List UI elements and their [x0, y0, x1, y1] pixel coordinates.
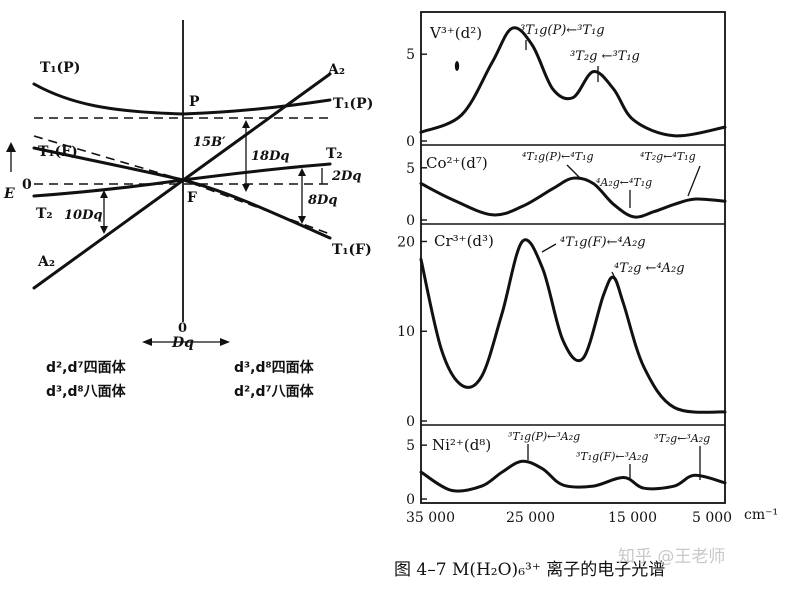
y-tick-label: 0	[406, 134, 415, 150]
t2-curve	[32, 162, 332, 198]
watermark: 知乎 @王老师	[618, 547, 725, 567]
band-label-ni2-1: ³T₁g(P)←³A₂g	[508, 430, 580, 443]
caption-left-line1: d²,d⁷四面体	[46, 359, 127, 376]
band-label-co2-3: ⁴T₂g←⁴T₁g	[640, 150, 696, 163]
band-label-co2-1: ⁴T₁g(P)←⁴T₁g	[522, 150, 594, 163]
band-arrow-cr3-1	[541, 243, 557, 253]
x-unit: cm⁻¹	[744, 507, 778, 523]
spectra-frame	[420, 11, 726, 504]
label-dq-axis: Dq	[171, 335, 194, 351]
band-label-cr3-2: ⁴T₂g ←⁴A₂g	[614, 261, 685, 276]
band-label-ni2-3: ³T₂g←³A₂g	[654, 432, 710, 445]
spectra-y-ticks: 5 0 5 0 20 10 0 5 0	[397, 47, 427, 508]
label-t1f-left: T₁(F)	[38, 144, 78, 160]
ion-label-v3: V³⁺(d²)	[429, 24, 482, 42]
dq10-arrow-head-top	[100, 190, 108, 198]
band-label-co2-2: ⁴A₂g←⁴T₁g	[596, 176, 652, 189]
y-tick-label: 5	[406, 438, 415, 454]
dq18-arrow-head-bottom	[242, 184, 250, 192]
dq18-arrow-head-top	[242, 120, 250, 128]
spectrum-curve-ni2plus	[419, 459, 727, 493]
label-e-axis: E	[3, 186, 15, 202]
spectrum-curve-cr3plus	[419, 238, 727, 414]
band-label-ni2-2: ³T₁g(F)←³A₂g	[576, 450, 648, 463]
caption-right-line2: d²,d⁷八面体	[234, 383, 315, 400]
band-arrow-co2-3	[687, 165, 701, 197]
label-p: P	[189, 94, 200, 110]
y-tick-label: 0	[406, 414, 415, 430]
dq8-arrow-head-top	[298, 168, 306, 176]
e-arrow-head	[6, 142, 16, 152]
label-a2-top-right: A₂	[327, 62, 345, 78]
label-t1p-right: T₁(P)	[333, 96, 373, 112]
label-t2-right: T₂	[326, 146, 343, 162]
ink-mark	[454, 61, 460, 71]
y-tick-label: 0	[406, 492, 415, 508]
spectrum-curve-v3plus	[419, 26, 727, 138]
band-label-v3-2: ³T₂g ←³T₁g	[570, 49, 640, 64]
label-t1p-top-left: T₁(P)	[40, 60, 80, 76]
y-tick-label: 20	[397, 234, 415, 250]
label-a2-bottom-left: A₂	[37, 254, 55, 270]
label-zero-bottom: 0	[178, 321, 187, 336]
spectra-chart: 5 0 5 0 20 10 0 5 0 V³⁺(d²) ³T₁g(P)←³T₁g ³T₂g ←³…	[394, 11, 778, 580]
caption-right-line1: d³,d⁸四面体	[234, 359, 315, 376]
correlation-diagram: T₁(P) T₁(P) P A₂ T₁(F) 15B′ 18Dq T₂ 2Dq …	[3, 20, 373, 400]
dq8-arrow-head-bottom	[298, 216, 306, 224]
x-tick-15000: 15 000	[608, 510, 657, 526]
y-tick-label: 0	[406, 213, 415, 229]
dq-arrow-left-head	[142, 338, 152, 346]
t1p-curve	[32, 82, 332, 116]
y-tick-label: 10	[397, 324, 415, 340]
label-t2-left: T₂	[36, 206, 53, 222]
label-15b: 15B′	[193, 135, 226, 150]
band-arrow-cr3-2	[611, 271, 617, 281]
dq10-arrow-head-bottom	[100, 226, 108, 234]
label-2dq: 2Dq	[331, 169, 361, 184]
figure-caption: 图 4–7 M(H₂O)₆³⁺ 离子的电子光谱	[394, 560, 665, 580]
y-tick-label: 5	[406, 47, 415, 63]
ion-label-ni2: Ni²⁺(d⁸)	[432, 436, 491, 454]
label-10dq: 10Dq	[64, 208, 102, 223]
band-label-cr3-1: ⁴T₁g(F)←⁴A₂g	[560, 235, 646, 250]
dq-arrow-right-head	[220, 338, 230, 346]
x-tick-5000: 5 000	[692, 510, 732, 526]
ion-label-co2: Co²⁺(d⁷)	[426, 154, 488, 172]
label-8dq: 8Dq	[308, 193, 337, 208]
spectra-curves	[419, 26, 727, 493]
y-tick-label: 5	[406, 161, 415, 177]
band-label-v3-1: ³T₁g(P)←³T₁g	[520, 23, 605, 38]
x-tick-25000: 25 000	[506, 510, 555, 526]
label-t1f-right: T₁(F)	[332, 242, 372, 258]
label-zero-left: 0	[22, 177, 32, 193]
caption-left-line2: d³,d⁸八面体	[46, 383, 127, 400]
band-arrow-co2-1	[566, 164, 581, 179]
label-f: F	[187, 190, 197, 206]
label-18dq: 18Dq	[251, 149, 289, 164]
ion-label-cr3: Cr³⁺(d³)	[434, 232, 494, 250]
spectrum-curve-co2plus	[419, 176, 727, 219]
x-tick-35000: 35 000	[406, 510, 455, 526]
